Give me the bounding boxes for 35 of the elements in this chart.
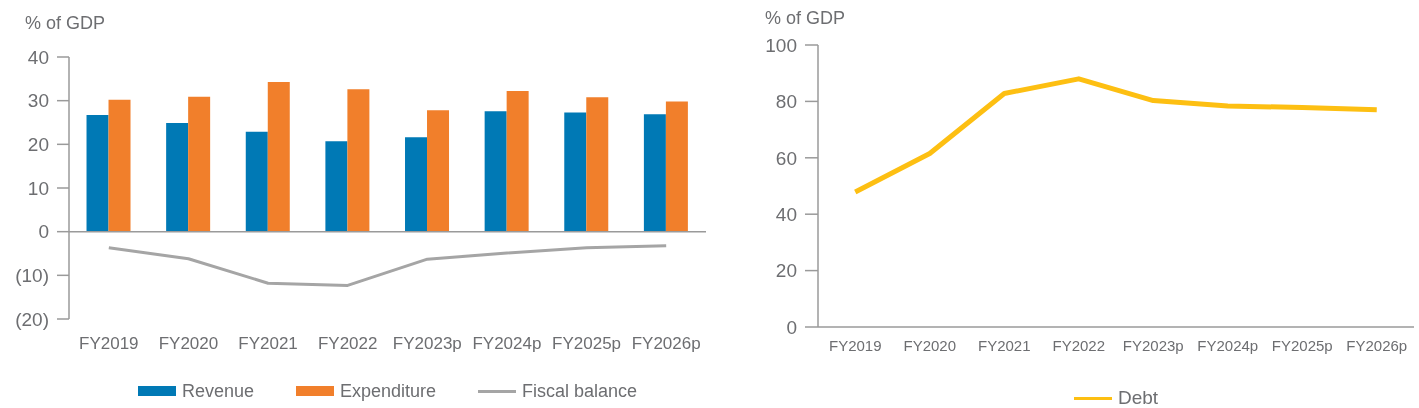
legend-label: Revenue	[181, 380, 254, 402]
y-axis-title: % of GDP	[765, 8, 846, 30]
x-tick-label: FY2019	[79, 334, 139, 354]
x-tick-label: FY2022	[1052, 336, 1106, 354]
x-tick-label: FY2021	[977, 336, 1031, 354]
y-tick-label: 20	[27, 134, 49, 156]
x-tick-label: FY2025p	[1271, 336, 1333, 354]
x-tick-label: FY2025p	[552, 334, 622, 354]
x-tick-label: FY2021	[238, 334, 298, 354]
x-tick-label: FY2026p	[1346, 336, 1408, 354]
x-tick-label: FY2019	[828, 336, 882, 354]
y-tick-label: 100	[765, 34, 797, 56]
y-tick-label: 40	[775, 203, 797, 225]
y-tick-label: 30	[27, 90, 49, 112]
y-tick-label: 0	[786, 316, 797, 338]
x-tick-label: FY2020	[903, 336, 957, 354]
y-tick-label: 20	[775, 260, 797, 282]
y-tick-label: 10	[27, 177, 49, 199]
y-axis-title: % of GDP	[25, 13, 106, 35]
y-tick-label: 40	[27, 46, 49, 68]
x-tick-label: FY2022	[317, 334, 378, 354]
x-tick-label: FY2026p	[631, 334, 701, 354]
y-tick-label: (20)	[15, 308, 49, 330]
y-tick-label: 80	[775, 91, 797, 113]
x-tick-label: FY2023p	[392, 334, 462, 354]
x-tick-label: FY2023p	[1122, 336, 1184, 354]
x-tick-label: FY2024p	[1197, 336, 1259, 354]
y-tick-label: (10)	[15, 265, 49, 287]
x-tick-label: FY2020	[158, 334, 219, 354]
legend-label: Fiscal balance	[522, 380, 638, 402]
y-tick-label: 0	[38, 221, 49, 243]
x-tick-label: FY2024p	[472, 334, 542, 354]
legend-label: Expenditure	[339, 380, 437, 402]
legend-label: Debt	[1117, 387, 1159, 408]
y-tick-label: 60	[775, 147, 797, 169]
